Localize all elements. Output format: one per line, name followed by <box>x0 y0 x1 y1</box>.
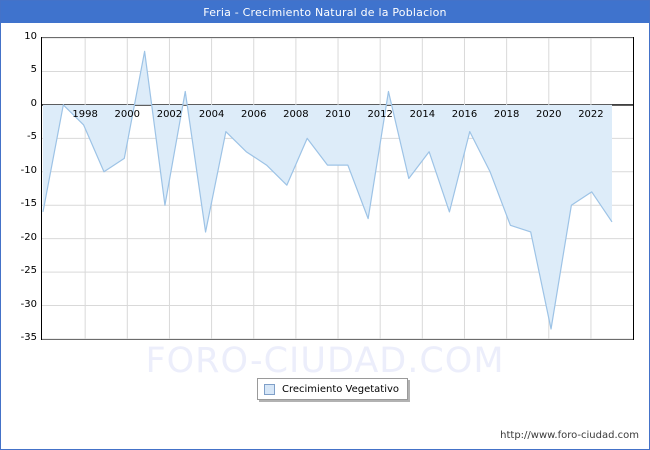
x-axis-tick-label: 2002 <box>156 108 183 120</box>
x-axis-tick-label: 2004 <box>198 108 225 120</box>
x-axis-tick-label: 2010 <box>325 108 351 120</box>
x-axis-tick-label: 2008 <box>283 108 309 120</box>
legend-swatch-icon <box>264 383 275 395</box>
page-title: Feria - Crecimiento Natural de la Poblac… <box>203 5 447 19</box>
y-axis-tick-label: 10 <box>24 31 37 42</box>
x-axis-tick-label: 2014 <box>409 108 436 120</box>
plot-box: 1998 2000 2002 2004 2006 2008 2010 2012 2014 2016… <box>41 37 634 340</box>
y-axis-tick-label: -30 <box>20 298 37 310</box>
chart-legend[interactable]: Crecimiento Vegetativo <box>257 378 409 400</box>
y-axis-tick-label: -25 <box>20 265 37 277</box>
watermark: FORO-CIUDAD.COM <box>145 341 505 381</box>
y-axis-tick-label: -5 <box>27 131 37 143</box>
y-axis-tick-label: -10 <box>20 164 37 176</box>
x-axis-tick-label: 2020 <box>536 108 562 120</box>
footer-url: http://www.foro-ciudad.com <box>500 430 639 441</box>
x-axis-tick-label: 2018 <box>493 108 520 120</box>
window-title-bar: Feria - Crecimiento Natural de la Poblac… <box>1 1 649 23</box>
x-axis-tick-label: 1998 <box>72 108 98 120</box>
data-series-crecimiento-vegetativo <box>42 50 613 330</box>
y-axis-tick-label: -20 <box>20 231 37 243</box>
y-axis-tick-label: -15 <box>20 198 37 210</box>
y-axis-tick-label: -35 <box>20 332 37 343</box>
x-axis-tick-label: 2022 <box>578 108 604 120</box>
y-axis-tick-label: 0 <box>30 97 37 109</box>
legend-label: Crecimiento Vegetativo <box>282 383 400 395</box>
chart-area: 10 5 0 -5 -10 -15 -20 -25 -30 -35 1998 2000 2002 200… <box>1 23 649 449</box>
x-axis-tick-label: 2006 <box>241 108 267 120</box>
y-axis-tick-label: 5 <box>30 64 37 76</box>
x-axis-tick-label: 2012 <box>367 108 393 120</box>
x-axis-tick-label: 2016 <box>451 108 478 120</box>
x-axis-tick-label: 2000 <box>114 108 141 120</box>
